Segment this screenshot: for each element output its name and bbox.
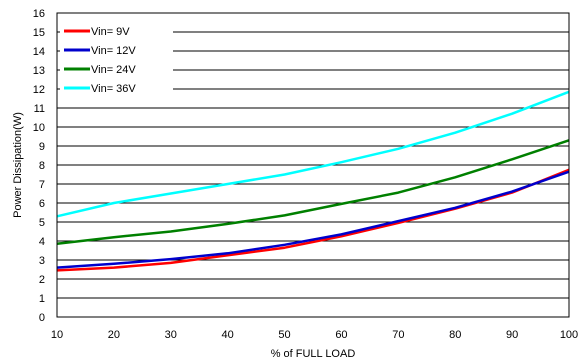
series-line: [56, 90, 570, 218]
y-tick-label: 9: [39, 141, 45, 153]
x-tick-label: 20: [108, 329, 120, 341]
y-tick-label: 1: [39, 293, 45, 305]
x-tick-labels: 10 20 30 40 50 60 70 80 90 100: [51, 329, 578, 341]
x-axis-title: % of FULL LOAD: [271, 348, 356, 360]
y-tick-label: 10: [33, 122, 45, 134]
y-tick-label: 4: [39, 236, 45, 248]
y-tick-label: 16: [33, 8, 45, 20]
x-tick-label: 90: [506, 329, 518, 341]
x-tick-label: 30: [165, 329, 177, 341]
legend-label: Vin= 24V: [91, 64, 136, 76]
legend-label: Vin= 9V: [91, 26, 130, 38]
y-tick-label: 12: [33, 84, 45, 96]
series-line: [56, 170, 570, 269]
series-lines: [56, 90, 570, 272]
y-tick-label: 2: [39, 274, 45, 286]
x-tick-label: 60: [335, 329, 347, 341]
y-tick-label: 3: [39, 255, 45, 267]
series-line: [56, 168, 570, 272]
x-tick-label: 50: [278, 329, 290, 341]
y-tick-label: 15: [33, 27, 45, 39]
x-tick-label: 40: [222, 329, 234, 341]
y-tick-label: 14: [33, 46, 45, 58]
y-tick-label: 5: [39, 217, 45, 229]
y-tick-label: 13: [33, 65, 45, 77]
x-tick-label: 70: [392, 329, 404, 341]
y-axis-title: Power Dissipation(W): [12, 112, 24, 218]
x-tick-label: 10: [51, 329, 63, 341]
y-tick-label: 8: [39, 160, 45, 172]
series-line: [56, 139, 570, 246]
y-tick-label: 0: [39, 312, 45, 324]
y-tick-label: 7: [39, 179, 45, 191]
legend-label: Vin= 12V: [91, 45, 136, 57]
plot-area-border: [56, 12, 570, 318]
legend-label: Vin= 36V: [91, 83, 136, 95]
y-tick-label: 11: [34, 103, 45, 115]
x-tick-label: 100: [560, 329, 578, 341]
legend: Vin= 9V Vin= 12V Vin= 24V Vin= 36V: [60, 20, 173, 100]
x-tick-label: 80: [449, 329, 461, 341]
y-tick-label: 6: [39, 198, 45, 210]
